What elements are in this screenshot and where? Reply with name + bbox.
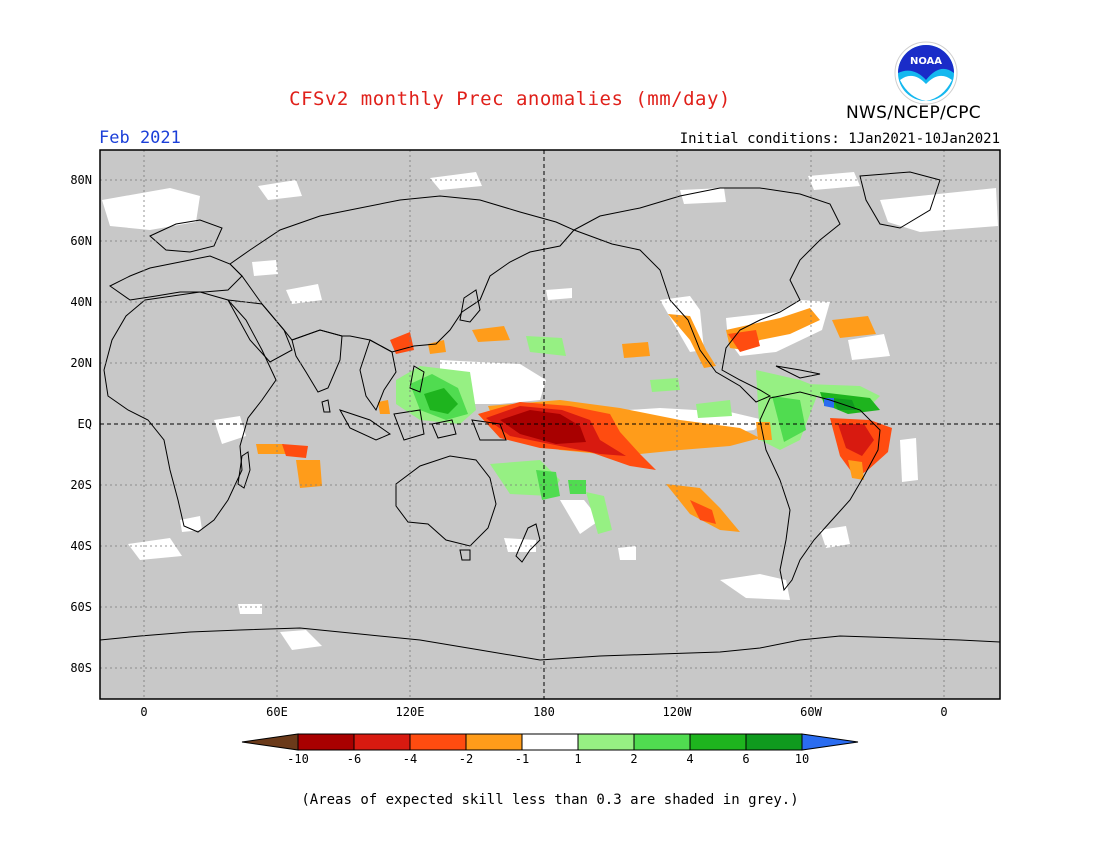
colorbar-swatch bbox=[745, 733, 803, 751]
lon-label: 180 bbox=[533, 705, 555, 719]
colorbar-label: 4 bbox=[686, 752, 693, 766]
colorbar-swatch bbox=[521, 733, 579, 751]
colorbar-label: -2 bbox=[459, 752, 473, 766]
colorbar-swatch bbox=[465, 733, 523, 751]
lat-label: 20S bbox=[70, 478, 92, 492]
noaa-logo: NOAA bbox=[894, 41, 958, 105]
lon-label: 60E bbox=[266, 705, 288, 719]
lat-label: 20N bbox=[70, 356, 92, 370]
lat-label: 40N bbox=[70, 295, 92, 309]
colorbar-label: -4 bbox=[403, 752, 417, 766]
map-frame bbox=[99, 149, 1001, 700]
colorbar-swatch bbox=[353, 733, 411, 751]
colorbar-label: 6 bbox=[742, 752, 749, 766]
lat-label: EQ bbox=[78, 417, 92, 431]
colorbar-swatch bbox=[633, 733, 691, 751]
colorbar-label: -6 bbox=[347, 752, 361, 766]
graticule bbox=[100, 150, 1000, 699]
noaa-logo-text: NOAA bbox=[910, 56, 942, 67]
lon-label: 120W bbox=[663, 705, 693, 719]
map-title: CFSv2 monthly Prec anomalies (mm/day) bbox=[289, 88, 731, 110]
anomaly-fields bbox=[102, 172, 998, 650]
lat-axis: 80N 60N 40N 20N EQ 20S 40S 60S 80S bbox=[70, 173, 92, 675]
colorbar-arrow-high bbox=[801, 733, 859, 751]
colorbar-swatch bbox=[409, 733, 467, 751]
lon-label: 120E bbox=[396, 705, 425, 719]
positive-anomalies bbox=[396, 336, 880, 534]
footnote: (Areas of expected skill less than 0.3 a… bbox=[301, 792, 799, 808]
lat-label: 40S bbox=[70, 539, 92, 553]
initial-conditions-label: Initial conditions: 1Jan2021-10Jan2021 bbox=[679, 131, 1000, 147]
colorbar: -10 -6 -4 -2 -1 1 2 4 6 10 bbox=[241, 733, 859, 766]
negative-anomalies bbox=[256, 308, 892, 532]
lon-label: 0 bbox=[940, 705, 947, 719]
colorbar-swatch bbox=[577, 733, 635, 751]
colorbar-arrow-low bbox=[241, 733, 299, 751]
colorbar-swatch bbox=[297, 733, 355, 751]
colorbar-label: 1 bbox=[574, 752, 581, 766]
lon-axis: 0 60E 120E 180 120W 60W 0 bbox=[140, 705, 947, 719]
lat-label: 80S bbox=[70, 661, 92, 675]
lat-label: 60S bbox=[70, 600, 92, 614]
lon-label: 60W bbox=[800, 705, 822, 719]
equator-dateline bbox=[100, 150, 1000, 699]
lat-label: 80N bbox=[70, 173, 92, 187]
colorbar-label: -1 bbox=[515, 752, 529, 766]
agency-label: NWS/NCEP/CPC bbox=[846, 103, 981, 123]
colorbar-swatch bbox=[689, 733, 747, 751]
lon-label: 0 bbox=[140, 705, 147, 719]
coastlines bbox=[100, 171, 1000, 661]
lat-label: 60N bbox=[70, 234, 92, 248]
month-label: Feb 2021 bbox=[99, 128, 181, 148]
colorbar-label: -10 bbox=[287, 752, 309, 766]
colorbar-label: 2 bbox=[630, 752, 637, 766]
colorbar-label: 10 bbox=[795, 752, 809, 766]
